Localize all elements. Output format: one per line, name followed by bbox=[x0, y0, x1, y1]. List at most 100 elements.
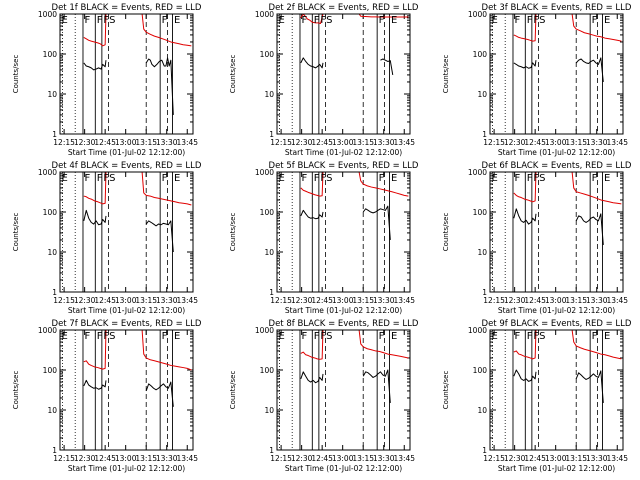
y-tick-label: 100 bbox=[260, 50, 275, 59]
event-marker-label: F bbox=[514, 173, 520, 184]
x-axis-label: Start Time (01-Jul-02 12:12:00) bbox=[68, 148, 185, 157]
event-marker-label: F bbox=[533, 15, 539, 26]
detector-panel: Det 7f BLACK = Events, RED = LLD Counts/s… bbox=[12, 319, 202, 473]
plot-frame bbox=[276, 13, 411, 135]
plot-frame bbox=[59, 171, 194, 293]
event-marker-label: E bbox=[174, 331, 180, 342]
plot-frame bbox=[489, 329, 624, 451]
plot-area bbox=[62, 14, 192, 134]
x-tick-label: 12:15 bbox=[270, 296, 292, 305]
plot-frame bbox=[489, 13, 624, 135]
event-marker-label: E bbox=[174, 15, 180, 26]
event-marker-label: E bbox=[492, 331, 498, 342]
y-tick-label: 1 bbox=[482, 130, 487, 139]
x-tick-label: 13:45 bbox=[176, 296, 198, 305]
lld-series-line bbox=[300, 172, 325, 197]
plot-frame bbox=[276, 171, 411, 293]
plot-area bbox=[279, 172, 409, 292]
y-tick-label: 100 bbox=[43, 50, 58, 59]
plot-area bbox=[279, 14, 409, 134]
event-marker-label: F bbox=[592, 173, 598, 184]
x-tick-label: 13:45 bbox=[606, 296, 628, 305]
event-marker-label: F bbox=[314, 15, 320, 26]
x-tick-label: 13:45 bbox=[393, 454, 415, 463]
y-tick-label: 1000 bbox=[468, 10, 487, 19]
events-series-line bbox=[380, 58, 394, 76]
x-tick-label: 12:45 bbox=[524, 454, 546, 463]
lld-series-line bbox=[83, 172, 108, 205]
events-series-line bbox=[83, 379, 107, 390]
panel-title: Det 1f BLACK = Events, RED = LLD bbox=[52, 3, 202, 13]
lld-series-line bbox=[513, 330, 538, 360]
x-tick-label: 13:30 bbox=[156, 296, 178, 305]
event-marker-label: F bbox=[301, 331, 307, 342]
event-marker-label: F bbox=[379, 331, 385, 342]
y-tick-label: 1000 bbox=[38, 168, 57, 177]
x-axis-label: Start Time (01-Jul-02 12:12:00) bbox=[285, 306, 402, 315]
x-tick-label: 13:00 bbox=[332, 296, 354, 305]
detector-panel: Det 3f BLACK = Events, RED = LLD Counts/s… bbox=[442, 3, 632, 157]
x-tick-label: 12:30 bbox=[504, 138, 526, 147]
detector-panel: Det 5f BLACK = Events, RED = LLD Counts/s… bbox=[229, 161, 419, 315]
plot-area bbox=[62, 330, 192, 450]
plot-area bbox=[492, 14, 622, 134]
y-tick-label: 1000 bbox=[255, 326, 274, 335]
y-axis-label: Counts/sec bbox=[12, 371, 20, 410]
x-tick-label: 13:15 bbox=[352, 296, 374, 305]
x-tick-label: 12:15 bbox=[53, 138, 75, 147]
panel-title: Det 5f BLACK = Events, RED = LLD bbox=[269, 161, 419, 171]
y-tick-label: 100 bbox=[260, 208, 275, 217]
event-marker-label: E bbox=[391, 15, 397, 26]
plot-area bbox=[62, 172, 192, 292]
event-marker-label: E bbox=[604, 15, 610, 26]
y-tick-label: 10 bbox=[47, 406, 57, 415]
x-tick-label: 12:45 bbox=[94, 296, 116, 305]
x-tick-label: 13:00 bbox=[115, 296, 137, 305]
x-tick-label: 12:15 bbox=[53, 296, 75, 305]
y-tick-label: 10 bbox=[477, 406, 487, 415]
x-tick-label: 13:00 bbox=[332, 454, 354, 463]
event-marker-label: S bbox=[109, 15, 115, 26]
lld-series-line bbox=[141, 172, 192, 206]
event-marker-label: E bbox=[391, 331, 397, 342]
x-tick-label: 13:45 bbox=[606, 138, 628, 147]
event-marker-label: F bbox=[320, 15, 326, 26]
event-marker-label: F bbox=[379, 15, 385, 26]
y-tick-label: 1000 bbox=[255, 168, 274, 177]
panel-title: Det 7f BLACK = Events, RED = LLD bbox=[52, 319, 202, 329]
y-tick-label: 1000 bbox=[255, 10, 274, 19]
detector-panel: Det 8f BLACK = Events, RED = LLD Counts/s… bbox=[229, 319, 419, 473]
detector-panel: Det 9f BLACK = Events, RED = LLD Counts/s… bbox=[442, 319, 632, 473]
x-tick-label: 13:00 bbox=[115, 138, 137, 147]
y-tick-label: 1 bbox=[52, 288, 57, 297]
lld-series-line bbox=[571, 172, 622, 205]
panel-title: Det 8f BLACK = Events, RED = LLD bbox=[269, 319, 419, 329]
y-tick-label: 100 bbox=[473, 208, 488, 217]
event-marker-label: F bbox=[514, 331, 520, 342]
events-series-line bbox=[513, 369, 537, 382]
event-marker-label: E bbox=[492, 173, 498, 184]
y-tick-label: 1 bbox=[269, 130, 274, 139]
x-tick-label: 12:30 bbox=[291, 454, 313, 463]
plot-area bbox=[492, 172, 622, 292]
lld-series-line bbox=[513, 172, 538, 203]
panel-title: Det 3f BLACK = Events, RED = LLD bbox=[482, 3, 632, 13]
y-tick-label: 100 bbox=[43, 208, 58, 217]
x-tick-label: 12:45 bbox=[94, 138, 116, 147]
event-marker-label: F bbox=[592, 15, 598, 26]
x-tick-label: 13:30 bbox=[373, 296, 395, 305]
x-tick-label: 13:30 bbox=[586, 138, 608, 147]
y-tick-label: 100 bbox=[473, 366, 488, 375]
event-marker-label: S bbox=[326, 331, 332, 342]
events-series-line bbox=[513, 60, 537, 69]
x-tick-label: 12:15 bbox=[483, 138, 505, 147]
event-marker-label: F bbox=[527, 173, 533, 184]
x-tick-label: 13:15 bbox=[352, 454, 374, 463]
x-tick-label: 13:45 bbox=[393, 296, 415, 305]
x-tick-label: 13:45 bbox=[606, 454, 628, 463]
x-tick-label: 12:45 bbox=[524, 296, 546, 305]
x-axis-label: Start Time (01-Jul-02 12:12:00) bbox=[498, 148, 615, 157]
lld-series-line bbox=[358, 172, 409, 197]
x-tick-label: 12:30 bbox=[74, 296, 96, 305]
event-marker-label: F bbox=[97, 331, 103, 342]
